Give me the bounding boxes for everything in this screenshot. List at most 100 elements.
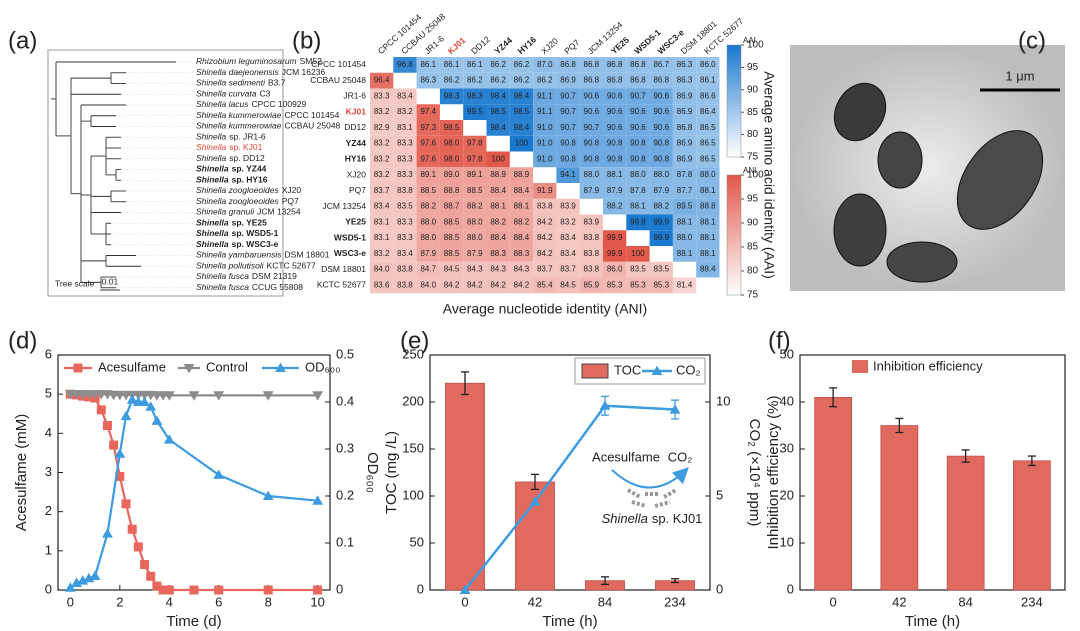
leaf-label: Shinella curvata C3 <box>196 89 271 99</box>
cell-label: 88.2 <box>420 202 436 211</box>
cell-label: 83.2 <box>374 154 390 163</box>
heatmap-cell <box>603 72 627 89</box>
column-label: XJ20 <box>539 36 560 57</box>
species: Shinella <box>196 218 229 228</box>
cell-label: 88.8 <box>444 186 460 195</box>
heatmap-cell <box>463 151 487 168</box>
cell-label: 87.9 <box>607 186 623 195</box>
cell-label: 88.4 <box>514 233 530 242</box>
heatmap-cell <box>486 151 510 168</box>
heatmap-cell <box>556 246 580 262</box>
cell-label: 83.9 <box>560 202 576 211</box>
heatmap-cell <box>486 167 510 183</box>
cell-label: 98.4 <box>514 91 530 100</box>
legend-label: TOC <box>614 362 641 377</box>
heatmap-cell <box>370 120 394 136</box>
marker <box>275 362 286 373</box>
heatmap-cell <box>416 198 440 215</box>
marker <box>183 363 195 374</box>
leaf-label: Shinella lacus CPCC 100929 <box>196 99 307 109</box>
heatmap-cell <box>533 120 557 136</box>
cell-label: 90.8 <box>653 154 669 163</box>
heatmap-cell <box>672 246 697 262</box>
leaf-label: Shinella kummerowiae CCBAU 25048 <box>196 121 341 131</box>
heatmap-cell <box>370 72 394 89</box>
cell-label: 86.5 <box>700 154 716 163</box>
cell-label: 98.4 <box>490 91 506 100</box>
heatmap-cell <box>533 88 557 105</box>
cell-label: 84.2 <box>514 280 530 289</box>
cell-label: 97.4 <box>420 107 436 116</box>
cell-label: 83.2 <box>374 170 390 179</box>
heatmap-cell <box>649 151 673 168</box>
heatmap-cell <box>463 167 487 183</box>
heatmap-cell <box>626 88 650 105</box>
cell-label: 85.9 <box>584 280 600 289</box>
colorbar-tick-label: 100 <box>747 170 764 181</box>
cell-label: 99.9 <box>607 233 623 242</box>
cell-label: 87.8 <box>630 186 646 195</box>
cell-label: 83.8 <box>397 280 413 289</box>
heatmap-cell <box>672 120 697 136</box>
x-axis-label: Time (h) <box>905 613 960 630</box>
annotation: Acesulfame <box>592 449 660 464</box>
cell-label: 87.9 <box>584 186 600 195</box>
cell-label: 86.2 <box>537 76 553 85</box>
cell-label: 86.2 <box>467 76 483 85</box>
heatmap-cell <box>486 261 510 278</box>
marker <box>121 499 131 509</box>
marker <box>262 490 274 501</box>
y2-tick-label: 0.3 <box>336 440 354 455</box>
cell-label: 91.1 <box>537 107 553 116</box>
row-label: HY16 <box>345 154 367 164</box>
strain: sp. WSD5-1 <box>232 228 279 238</box>
legend-label: Inhibition efficiency <box>873 358 983 373</box>
leaf-label: Shinella kummerowiae CPCC 101454 <box>196 110 340 120</box>
heatmap-cell <box>626 151 650 168</box>
cell-label: 90.6 <box>607 107 623 116</box>
marker <box>115 471 125 481</box>
panel-label: (d) <box>8 327 37 354</box>
y-tick-label: 0 <box>417 581 424 596</box>
cell-label: 81.4 <box>677 280 693 289</box>
cell-label: 83.3 <box>397 217 413 226</box>
x-tick-label: 6 <box>215 594 222 609</box>
cell-label: 88.9 <box>514 170 530 179</box>
marker <box>188 391 200 401</box>
strain: sp. YZ44 <box>232 164 267 174</box>
cell-label: 86.2 <box>490 76 506 85</box>
cell-label: 99.5 <box>467 107 483 116</box>
cell-label: 88.5 <box>444 217 460 226</box>
row-label: YZ44 <box>346 138 367 148</box>
cell-label: 88.4 <box>700 265 716 274</box>
x-tick-label: 0 <box>461 594 468 609</box>
colorbar-tick-label: 80 <box>747 129 759 140</box>
cell-label: 98.0 <box>444 139 460 148</box>
heatmap-cell <box>579 230 603 246</box>
heatmap-cell <box>649 135 673 152</box>
y-tick-label: 3 <box>45 464 52 479</box>
y-tick-label: 30 <box>780 440 794 455</box>
leaf-label: Shinella sp. DD12 <box>196 153 265 163</box>
cell-label: 88.1 <box>700 233 716 242</box>
bar <box>946 455 985 591</box>
cell-label: 88.9 <box>490 170 506 179</box>
annotation: Shinella sp. KJ01 <box>602 511 703 526</box>
leaf-label: Shinella sp. YE25 <box>196 218 267 228</box>
cell-label: 96.4 <box>374 76 390 85</box>
cell-label: 83.8 <box>584 233 600 242</box>
column-label: DD12 <box>469 34 492 56</box>
heatmap-cell <box>649 277 673 294</box>
cell-label: 90.6 <box>607 91 623 100</box>
heatmap-cell <box>603 230 627 246</box>
cell-label: 100 <box>631 249 645 258</box>
cell-label: 98.5 <box>490 107 506 116</box>
column-label: YZ44 <box>492 35 514 56</box>
leaf-label: Shinella zoogloeoides XJ20 <box>196 185 301 195</box>
cell-label: 90.6 <box>584 91 600 100</box>
cell-label: 83.3 <box>397 233 413 242</box>
species: Shinella zoogloeoides <box>196 185 279 195</box>
leaf-label: Shinella sp. HY16 <box>196 175 268 185</box>
species: Shinella <box>196 175 229 185</box>
